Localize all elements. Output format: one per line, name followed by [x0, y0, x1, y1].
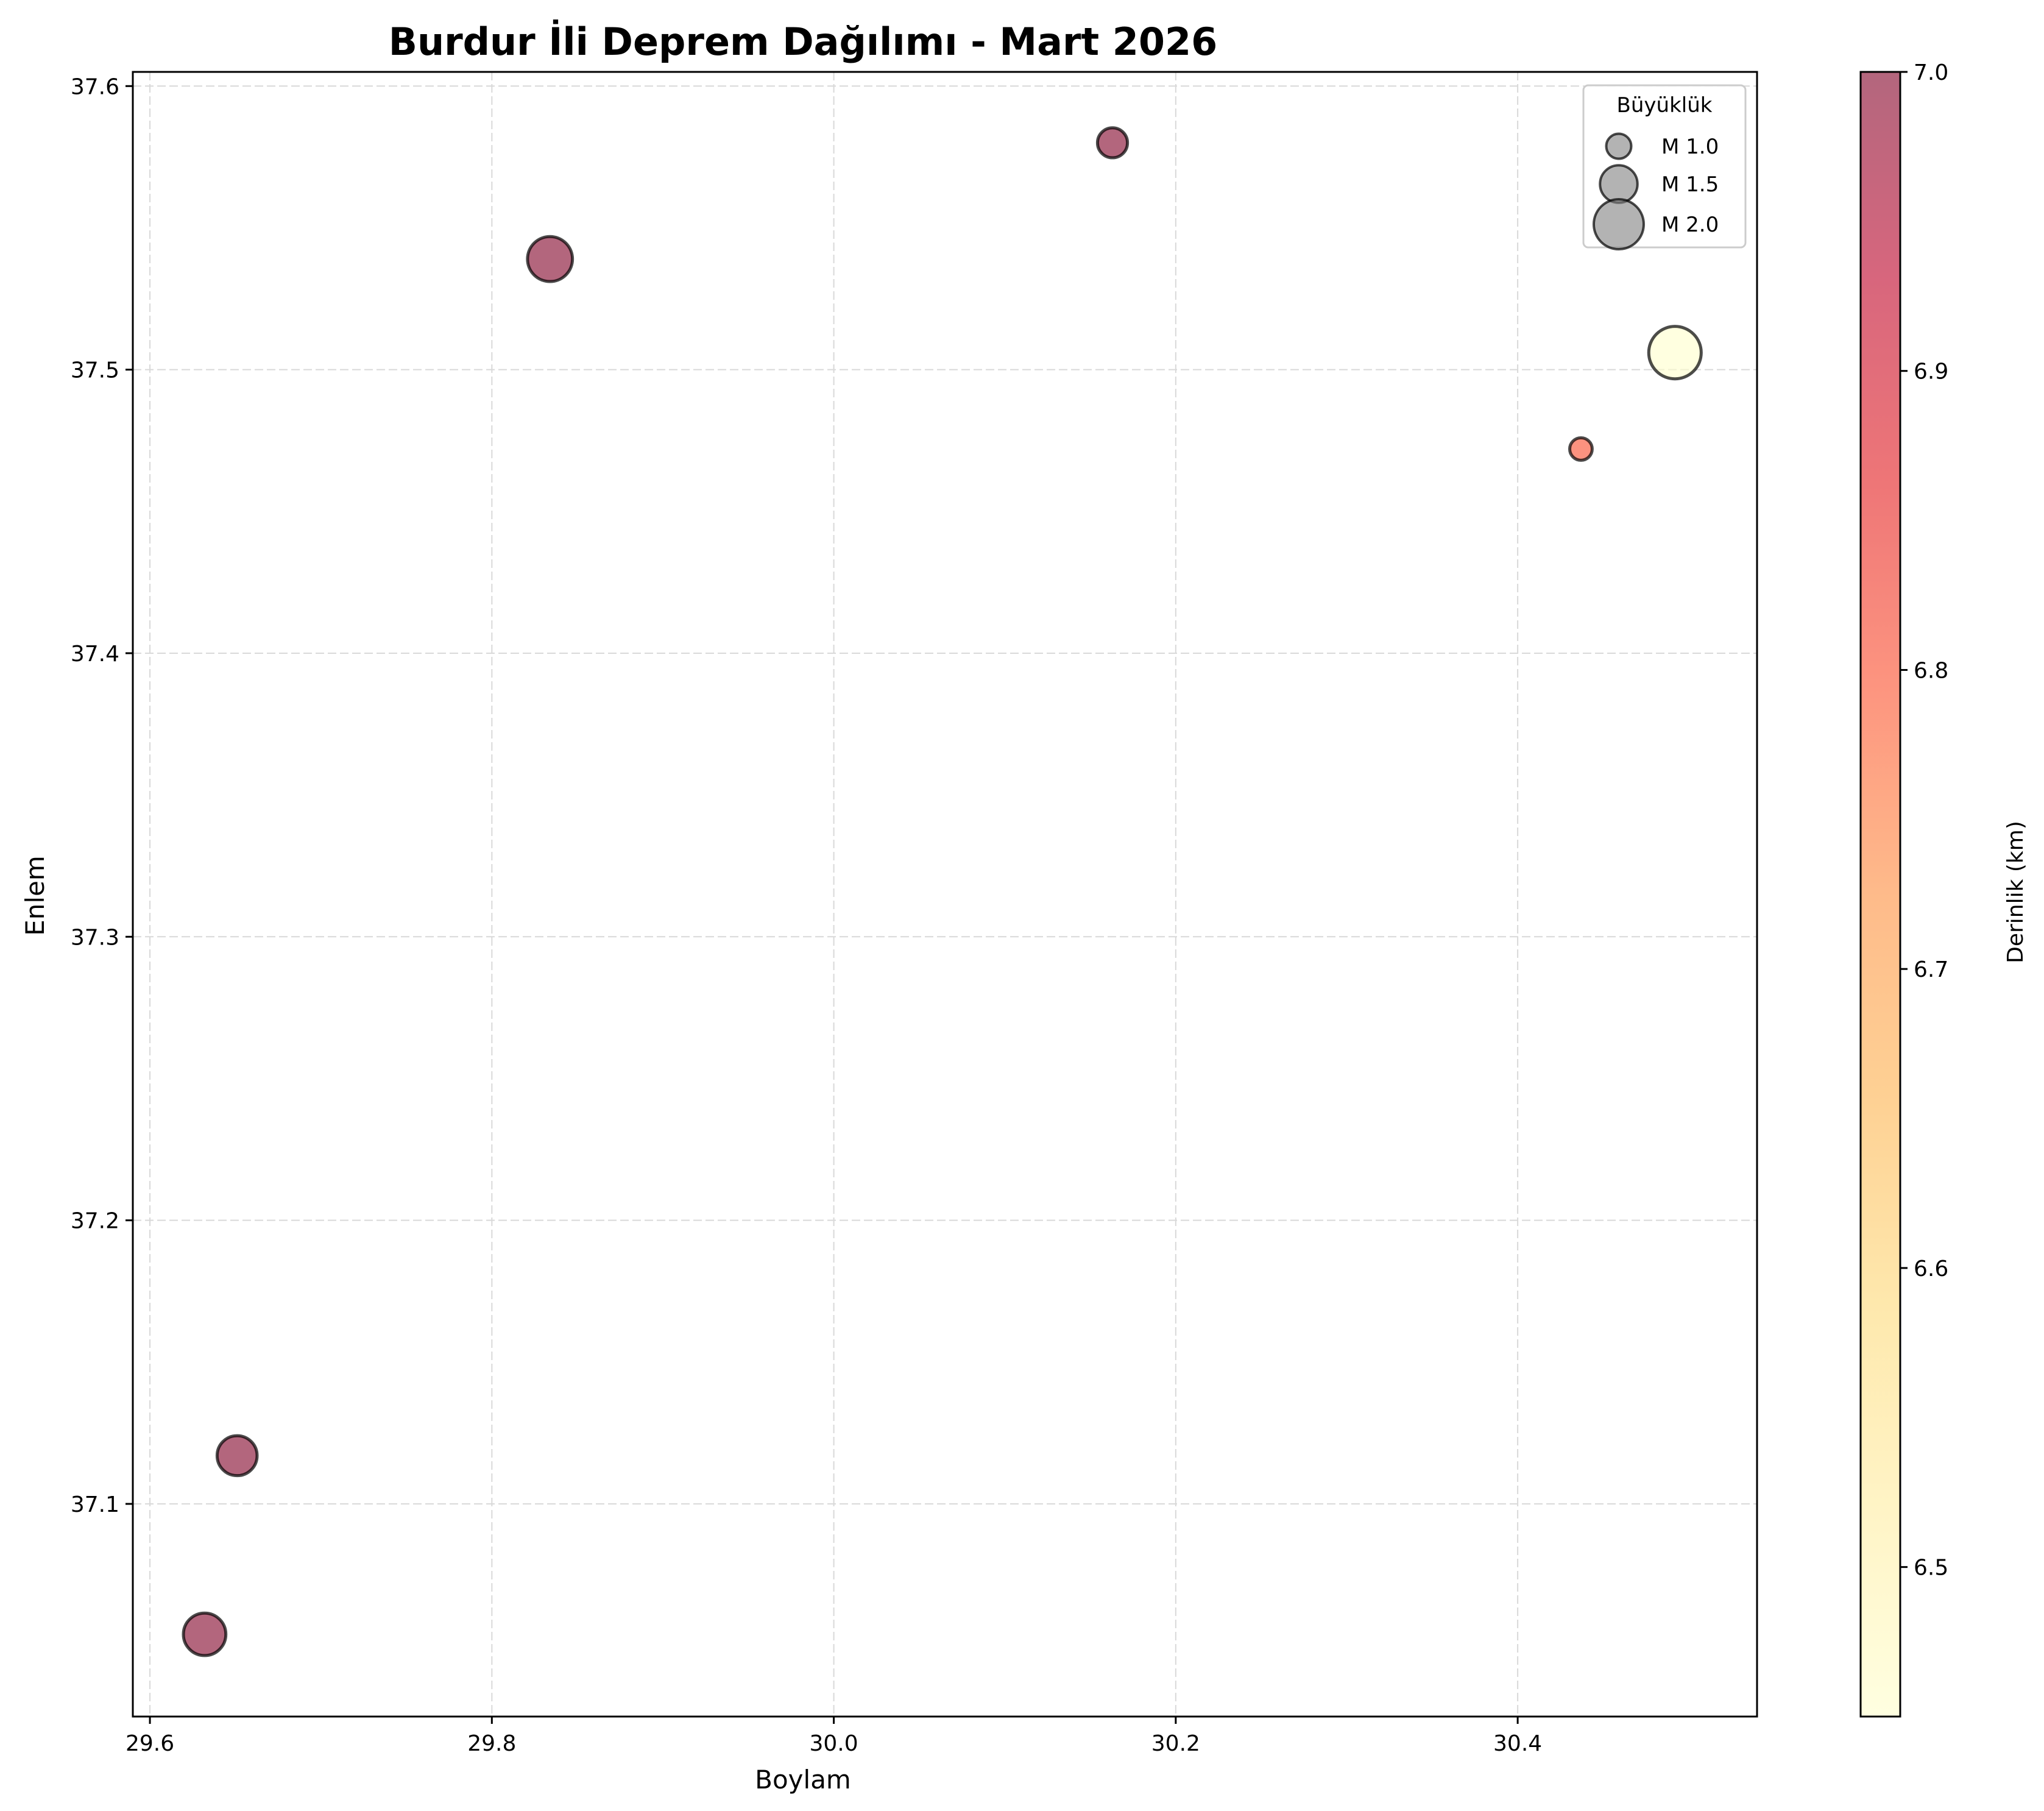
colorbar: 6.5 6.6 6.7 6.8 6.9 7.0 [1859, 60, 1948, 1718]
y-tick-label: 37.1 [71, 1492, 119, 1517]
x-tick-label: 30.2 [1151, 1731, 1200, 1756]
y-tick-label: 37.5 [71, 358, 119, 383]
colorbar-label: Derinlik (km) [2003, 821, 2028, 963]
y-tick-label: 37.2 [71, 1209, 119, 1234]
legend: Büyüklük M 1.0 M 1.5 M 2.0 [1582, 84, 1747, 250]
data-point [182, 1611, 228, 1657]
legend-entry-label: M 2.0 [1661, 213, 1719, 237]
legend-marker [1599, 164, 1639, 204]
colorbar-tick-label: 7.0 [1914, 60, 1948, 85]
y-axis-label: Enlem [20, 856, 50, 936]
data-point [1095, 126, 1130, 160]
colorbar-frame [1859, 71, 1901, 1718]
x-tick-label: 29.8 [467, 1731, 516, 1756]
axes-frame [132, 71, 1758, 1718]
x-axis-label: Boylam [755, 1765, 851, 1795]
data-point [526, 235, 575, 283]
data-point [215, 1434, 259, 1478]
colorbar-tick-label: 6.5 [1914, 1556, 1948, 1581]
x-tick-label: 30.4 [1493, 1731, 1542, 1756]
legend-marker [1605, 132, 1633, 160]
x-tick-label: 30.0 [810, 1731, 858, 1756]
chart-title: Burdur İli Deprem Dağılımı - Mart 2026 [389, 19, 1218, 64]
plot-area: 29.6 29.8 30.0 30.2 30.4 37.1 37.2 37.3 37.4 37.5… [71, 71, 1758, 1756]
legend-marker [1593, 198, 1645, 250]
colorbar-gradient [1861, 72, 1900, 1717]
x-tick-label: 29.6 [126, 1731, 174, 1756]
y-tick-label: 37.3 [71, 925, 119, 950]
data-point [1647, 325, 1703, 381]
y-tick-label: 37.4 [71, 642, 119, 667]
data-point [1568, 436, 1594, 462]
legend-entry-label: M 1.0 [1661, 135, 1719, 159]
colorbar-tick-label: 6.9 [1914, 360, 1948, 385]
legend-entry-label: M 1.5 [1661, 172, 1719, 197]
colorbar-tick-label: 6.6 [1914, 1256, 1948, 1281]
legend-title: Büyüklük [1617, 93, 1713, 118]
colorbar-tick-label: 6.8 [1914, 658, 1948, 683]
colorbar-tick-label: 6.7 [1914, 957, 1948, 982]
y-tick-label: 37.6 [71, 74, 119, 99]
